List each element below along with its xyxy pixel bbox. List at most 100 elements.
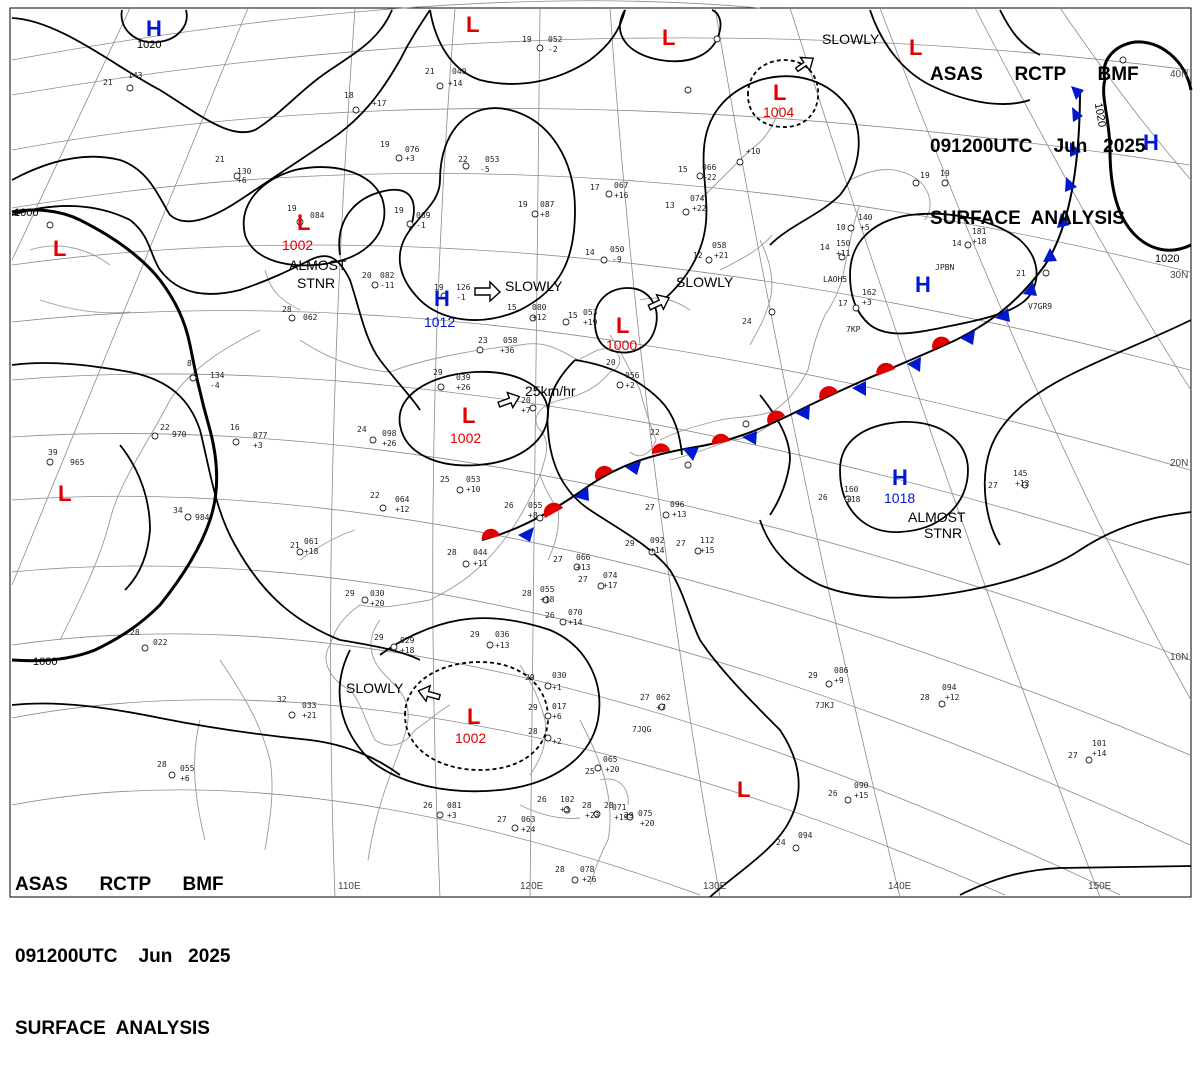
station-plot: +3 [862, 298, 872, 307]
station-plot: 058 [712, 241, 727, 250]
header-line-3: SURFACE ANALYSIS [930, 208, 1125, 229]
station-plot: 29 [470, 630, 480, 639]
station-plot: 10 [836, 223, 846, 232]
low-pressure-center: L [58, 481, 71, 506]
grid-labels: 110E 120E 130E 140E 150E 40N 30N 20N 10N [338, 69, 1188, 892]
station-plot: +21 [714, 251, 729, 260]
station-plot: 055 [180, 764, 195, 773]
station-plot: 29 [374, 633, 384, 642]
station-plot: +8 [528, 511, 538, 520]
high-pressure-center: H [1143, 130, 1159, 155]
station-plot: 27 [497, 815, 507, 824]
station-plot: 14 [585, 248, 595, 257]
station-plot: 20 [521, 396, 531, 405]
isobars [11, 9, 1193, 898]
station-plot: 984 [195, 513, 210, 522]
station-plot: +12 [1015, 479, 1030, 488]
station-plot: 092 [650, 536, 665, 545]
movement-note: SLOWLY [505, 278, 563, 294]
station-plot: 16 [230, 423, 240, 432]
station-plot: 055 [528, 501, 543, 510]
station-plot: 22 [650, 428, 660, 437]
station-plot: 29 [433, 368, 443, 377]
station-plot: 143 [128, 71, 143, 80]
station-plot: 34 [173, 506, 183, 515]
station-plot: 22 [370, 491, 380, 500]
station-plot: 056 [625, 371, 640, 380]
station-plot: +13 [672, 510, 687, 519]
station-plot: +7 [521, 406, 531, 415]
station-plot: -9 [612, 255, 622, 264]
station-plot: -1 [456, 293, 466, 302]
station-plot: 19 [522, 35, 532, 44]
station-plot: -4 [210, 381, 220, 390]
low-pressure-center: L [909, 35, 922, 60]
station-plot: +7 [656, 703, 666, 712]
latitude-label: 20N [1170, 458, 1188, 469]
station-plot: 14 [952, 239, 962, 248]
station-id: 7JKJ [815, 701, 834, 710]
header-line-2: 091200UTC Jun 2025 [930, 136, 1146, 157]
header-line-1: ASAS RCTP BMF [930, 64, 1139, 85]
station-plot: 27 [640, 693, 650, 702]
dashed-isobars [404, 59, 819, 771]
low-pressure-center: L [467, 704, 480, 729]
station-plot: +18 [304, 547, 319, 556]
station-plot: 20 [606, 358, 616, 367]
station-plot: +10 [746, 147, 761, 156]
station-plot: 17 [590, 183, 600, 192]
low-pressure-center: L [297, 210, 310, 235]
station-plot: 29 [525, 673, 535, 682]
station-id: JPBN [935, 263, 954, 272]
station-plot: 145 [1013, 469, 1028, 478]
station-id: 7KP [846, 325, 861, 334]
station-plot: 8 [187, 359, 192, 368]
station-plot: 063 [521, 815, 536, 824]
station-plot: 29 [345, 589, 355, 598]
low-pressure-value: 1004 [763, 104, 794, 120]
station-plot: +26 [456, 383, 471, 392]
station-plot: 112 [700, 536, 715, 545]
coastlines [29, 104, 931, 886]
movement-note: ALMOST [289, 257, 347, 273]
map-frame [9, 7, 1192, 898]
station-plot: 065 [603, 755, 618, 764]
header-line-1: ASAS RCTP BMF [15, 874, 224, 895]
station-plot: 075 [638, 809, 653, 818]
station-plot: 21 [1016, 269, 1026, 278]
station-plot: +22 [692, 204, 707, 213]
station-plot: 19 [380, 140, 390, 149]
station-plot: 26 [828, 789, 838, 798]
station-markers [46, 35, 1127, 884]
station-plot: 28 [920, 693, 930, 702]
station-plot: 096 [670, 500, 685, 509]
chart-header-bottom: ASAS RCTP BMF 091200UTC Jun 2025 SURFACE… [15, 825, 230, 1065]
station-plot: 26 [423, 801, 433, 810]
station-plot: 24 [357, 425, 367, 434]
station-plot: 28 [157, 760, 167, 769]
station-plot: 101 [1092, 739, 1107, 748]
station-plot: +18 [400, 646, 415, 655]
station-plot: 21 [425, 67, 435, 76]
station-plot: 28 [604, 801, 614, 810]
longitude-label: 150E [1088, 881, 1112, 892]
station-plot: 082 [380, 271, 395, 280]
station-plot: +12 [532, 313, 547, 322]
low-pressure-center: L [773, 80, 786, 105]
station-plot: +8 [540, 210, 550, 219]
stationary-front [481, 86, 1084, 542]
high-pressure-center: H [892, 465, 908, 490]
station-plot: 27 [988, 481, 998, 490]
station-plot: +14 [650, 546, 665, 555]
station-plot: +13 [495, 641, 510, 650]
station-plot: +12 [945, 693, 960, 702]
station-plot: 28 [447, 548, 457, 557]
station-plot: +3 [560, 805, 570, 814]
movement-note: ALMOST [908, 509, 966, 525]
low-pressure-center: L [466, 12, 479, 37]
station-plot: +1 [552, 683, 562, 692]
station-plot: 071 [612, 803, 627, 812]
station-plot: 061 [304, 537, 319, 546]
station-plot: 036 [495, 630, 510, 639]
station-plot: 19 [920, 171, 930, 180]
